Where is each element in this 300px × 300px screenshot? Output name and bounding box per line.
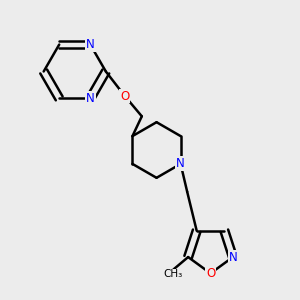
Text: N: N [86,92,95,105]
Text: N: N [176,158,185,170]
Text: O: O [206,267,215,280]
Text: N: N [86,38,95,51]
Text: O: O [120,89,129,103]
Text: N: N [229,250,237,264]
Text: CH₃: CH₃ [164,269,183,280]
